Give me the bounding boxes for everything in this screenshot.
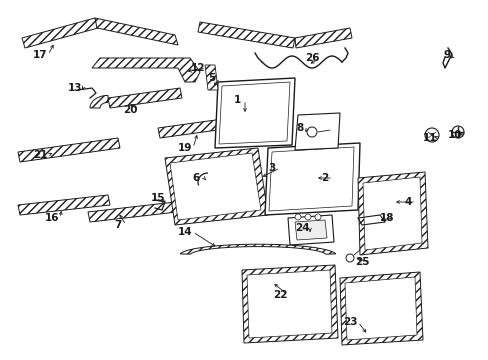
Polygon shape bbox=[219, 82, 289, 144]
Circle shape bbox=[424, 128, 438, 142]
Circle shape bbox=[451, 126, 463, 138]
Polygon shape bbox=[18, 195, 110, 215]
Circle shape bbox=[305, 214, 310, 220]
Text: 8: 8 bbox=[296, 123, 303, 133]
Polygon shape bbox=[215, 78, 294, 148]
Polygon shape bbox=[362, 177, 421, 250]
Polygon shape bbox=[268, 147, 353, 211]
Circle shape bbox=[306, 127, 316, 137]
Polygon shape bbox=[357, 172, 427, 255]
Text: 3: 3 bbox=[268, 163, 275, 173]
Text: 1: 1 bbox=[233, 95, 240, 105]
Polygon shape bbox=[170, 153, 261, 220]
Text: 10: 10 bbox=[447, 130, 461, 140]
Polygon shape bbox=[95, 18, 178, 45]
Text: 22: 22 bbox=[272, 290, 286, 300]
Polygon shape bbox=[88, 202, 177, 222]
Polygon shape bbox=[339, 272, 422, 345]
Polygon shape bbox=[287, 215, 333, 245]
Polygon shape bbox=[108, 88, 182, 108]
Polygon shape bbox=[198, 22, 294, 48]
Text: 20: 20 bbox=[122, 105, 137, 115]
Polygon shape bbox=[345, 277, 416, 340]
Polygon shape bbox=[294, 220, 326, 240]
Text: 16: 16 bbox=[45, 213, 59, 223]
Text: 12: 12 bbox=[190, 63, 205, 73]
Polygon shape bbox=[294, 113, 339, 150]
Polygon shape bbox=[18, 138, 120, 162]
Polygon shape bbox=[229, 114, 247, 128]
Polygon shape bbox=[246, 270, 331, 338]
Polygon shape bbox=[294, 28, 351, 48]
Text: 26: 26 bbox=[304, 53, 319, 63]
Circle shape bbox=[294, 214, 301, 220]
Polygon shape bbox=[204, 65, 218, 90]
Polygon shape bbox=[90, 95, 108, 108]
Text: 18: 18 bbox=[379, 213, 393, 223]
Text: 7: 7 bbox=[114, 220, 122, 230]
Text: 2: 2 bbox=[321, 173, 328, 183]
Text: 17: 17 bbox=[33, 50, 47, 60]
Text: 19: 19 bbox=[178, 143, 192, 153]
Polygon shape bbox=[164, 148, 267, 225]
Text: 25: 25 bbox=[354, 257, 368, 267]
Polygon shape bbox=[158, 118, 231, 138]
Circle shape bbox=[314, 214, 320, 220]
Text: 4: 4 bbox=[404, 197, 411, 207]
Polygon shape bbox=[264, 143, 359, 215]
Text: 15: 15 bbox=[150, 193, 165, 203]
Circle shape bbox=[346, 254, 353, 262]
Text: 14: 14 bbox=[177, 227, 192, 237]
Text: 5: 5 bbox=[208, 73, 215, 83]
Text: 21: 21 bbox=[33, 150, 47, 160]
Text: 11: 11 bbox=[422, 133, 436, 143]
Polygon shape bbox=[22, 18, 98, 48]
Text: 13: 13 bbox=[68, 83, 82, 93]
Polygon shape bbox=[180, 244, 335, 254]
Text: 9: 9 bbox=[443, 50, 449, 60]
Text: 24: 24 bbox=[294, 223, 309, 233]
Text: 6: 6 bbox=[192, 173, 199, 183]
Text: 23: 23 bbox=[342, 317, 357, 327]
Polygon shape bbox=[92, 58, 200, 82]
Polygon shape bbox=[242, 265, 337, 343]
